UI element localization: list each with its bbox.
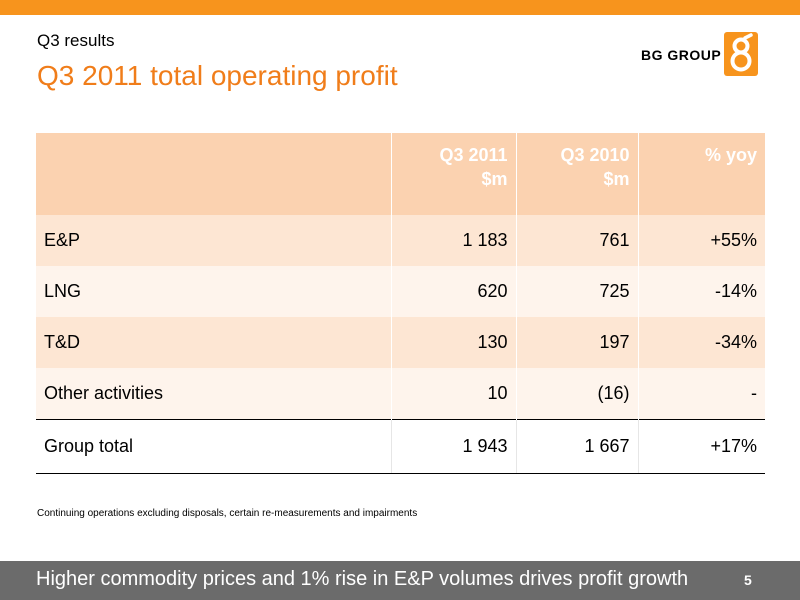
- header-cell-yoy: % yoy: [637, 133, 765, 215]
- header-cell-q3-2010: Q3 2010 $m: [515, 133, 638, 215]
- table-row: Other activities 10 (16) -: [36, 368, 765, 419]
- cell-q3-2010: 1 667: [515, 418, 638, 474]
- cell-q3-2011: 130: [390, 317, 516, 368]
- cell-yoy: +55%: [637, 215, 765, 266]
- table-row-total: Group total 1 943 1 667 +17%: [36, 418, 765, 474]
- cell-q3-2011: 1 183: [390, 215, 516, 266]
- footer-bar: [0, 561, 800, 600]
- header-q3-2010-line1: Q3 2010: [560, 145, 630, 165]
- header-cell-q3-2011: Q3 2011 $m: [390, 133, 516, 215]
- row-label: T&D: [36, 317, 391, 368]
- bg-logo-icon: [724, 32, 758, 76]
- cell-q3-2010: 725: [515, 266, 638, 317]
- cell-q3-2011: 1 943: [390, 418, 516, 474]
- table-row: T&D 130 197 -34%: [36, 317, 765, 368]
- header-cell-label: [36, 133, 391, 215]
- operating-profit-table: Q3 2011 $m Q3 2010 $m % yoy E&P 1 183 76…: [36, 133, 765, 474]
- page-number: 5: [744, 572, 752, 588]
- header-q3-2011-line1: Q3 2011: [439, 145, 508, 165]
- table-header-row: Q3 2011 $m Q3 2010 $m % yoy: [36, 133, 765, 215]
- cell-yoy: +17%: [637, 418, 765, 474]
- cell-yoy: -34%: [637, 317, 765, 368]
- table-row: E&P 1 183 761 +55%: [36, 215, 765, 266]
- cell-q3-2011: 620: [390, 266, 516, 317]
- cell-q3-2010: 197: [515, 317, 638, 368]
- cell-q3-2010: (16): [515, 368, 638, 419]
- header-q3-2011-line2: $m: [481, 169, 508, 189]
- row-label: LNG: [36, 266, 391, 317]
- row-label: Other activities: [36, 368, 391, 419]
- section-label: Q3 results: [37, 31, 115, 50]
- page-title: Q3 2011 total operating profit: [37, 60, 398, 91]
- cell-yoy: -: [637, 368, 765, 419]
- cell-yoy: -14%: [637, 266, 765, 317]
- header-q3-2010-line2: $m: [603, 169, 630, 189]
- brand-name: BG GROUP: [641, 47, 722, 63]
- top-accent-bar: [0, 0, 800, 15]
- table-row: LNG 620 725 -14%: [36, 266, 765, 317]
- header-yoy-line1: % yoy: [704, 145, 757, 165]
- cell-q3-2011: 10: [390, 368, 516, 419]
- row-label: E&P: [36, 215, 391, 266]
- cell-q3-2010: 761: [515, 215, 638, 266]
- footer-tagline: Higher commodity prices and 1% rise in E…: [36, 568, 689, 590]
- footnote: Continuing operations excluding disposal…: [37, 508, 418, 519]
- row-label: Group total: [36, 418, 391, 474]
